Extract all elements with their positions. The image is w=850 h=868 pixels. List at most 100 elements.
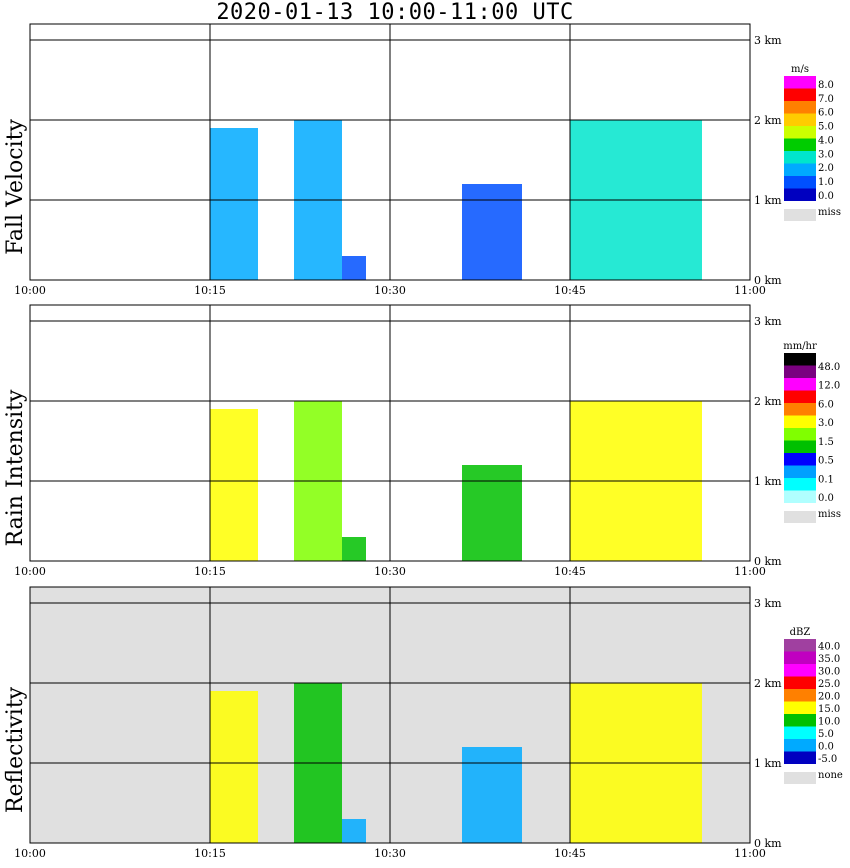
panel-1: 10:00 10:15 10:30 10:45 11:000 km 1 km 2 km 3 k… xyxy=(3,304,841,578)
colorbar-missing-swatch xyxy=(784,511,816,523)
time-tick-label: 10:45 xyxy=(554,284,586,297)
colorbar-label-7: 1.0 xyxy=(818,177,834,188)
colorbar-label-4: 4.0 xyxy=(818,135,834,146)
time-tick-label: 11:00 xyxy=(734,565,766,578)
data-cell-3 xyxy=(462,747,522,843)
colorbar-swatch-11 xyxy=(784,490,816,503)
y-axis-label: Fall Velocity xyxy=(3,119,28,255)
colorbar-label-0: 8.0 xyxy=(818,80,834,91)
colorbar-missing-label: miss xyxy=(818,207,841,218)
colorbar-label-3: 25.0 xyxy=(818,679,840,690)
height-tick-label: 1 km xyxy=(754,757,782,770)
colorbar-unit: mm/hr xyxy=(783,341,817,352)
y-axis-label: Reflectivity xyxy=(3,686,28,813)
data-cell-0 xyxy=(210,128,258,280)
colorbar-label-4: 20.0 xyxy=(818,692,840,703)
panel-frame xyxy=(29,304,751,562)
height-tick-label: 2 km xyxy=(754,677,782,690)
panel-frame xyxy=(29,23,751,281)
colorbar-swatch-7 xyxy=(784,163,816,176)
colorbar-label-1: 12.0 xyxy=(818,381,840,392)
data-cell-3 xyxy=(462,184,522,280)
colorbar-unit: m/s xyxy=(791,64,809,75)
height-tick-label: 3 km xyxy=(754,315,782,328)
height-tick-label: 3 km xyxy=(754,597,782,610)
height-tick-label: 1 km xyxy=(754,475,782,488)
data-cell-3 xyxy=(462,465,522,561)
colorbar-swatch-2 xyxy=(784,101,816,114)
colorbar-swatch-1 xyxy=(784,88,816,101)
colorbar-swatch-6 xyxy=(784,714,816,727)
colorbar-swatch-10 xyxy=(784,478,816,491)
height-tick-label: 0 km xyxy=(754,274,782,287)
time-tick-label: 10:30 xyxy=(374,284,406,297)
chart-title: 2020-01-13 10:00-11:00 UTC xyxy=(216,0,574,25)
panel-0: 10:00 10:15 10:30 10:45 11:000 km 1 km 2 km 3 k… xyxy=(3,23,841,297)
colorbar-swatch-4 xyxy=(784,403,816,416)
y-axis-label: Rain Intensity xyxy=(3,389,28,546)
colorbar-swatch-9 xyxy=(784,188,816,201)
colorbar-label-3: 3.0 xyxy=(818,418,834,429)
colorbar-swatch-8 xyxy=(784,453,816,466)
colorbar-swatch-4 xyxy=(784,689,816,702)
colorbar-swatch-9 xyxy=(784,751,816,764)
time-tick-label: 10:00 xyxy=(14,847,46,860)
time-tick-label: 10:30 xyxy=(374,847,406,860)
colorbar-label-2: 6.0 xyxy=(818,108,834,119)
data-cell-2 xyxy=(342,537,366,561)
colorbar-swatch-0 xyxy=(784,353,816,366)
colorbar-swatch-3 xyxy=(784,676,816,689)
colorbar-swatch-3 xyxy=(784,113,816,126)
colorbar-label-8: 0.0 xyxy=(818,191,834,202)
colorbar-swatch-5 xyxy=(784,701,816,714)
time-tick-label: 10:00 xyxy=(14,284,46,297)
height-tick-label: 0 km xyxy=(754,555,782,568)
colorbar-missing-label: miss xyxy=(818,509,841,520)
colorbar-swatch-0 xyxy=(784,639,816,652)
colorbar-swatch-7 xyxy=(784,440,816,453)
colorbar-swatch-4 xyxy=(784,126,816,139)
colorbar-swatch-2 xyxy=(784,664,816,677)
panel-frame xyxy=(29,586,751,844)
colorbar-label-4: 1.5 xyxy=(818,437,834,448)
colorbar-unit: dBZ xyxy=(790,627,811,638)
colorbar-swatch-6 xyxy=(784,428,816,441)
colorbar-swatch-2 xyxy=(784,378,816,391)
time-tick-label: 10:15 xyxy=(194,284,226,297)
colorbar-swatch-6 xyxy=(784,151,816,164)
colorbar-label-6: 0.1 xyxy=(818,474,834,485)
data-cell-0 xyxy=(210,409,258,561)
time-tick-label: 11:00 xyxy=(734,284,766,297)
time-tick-label: 10:45 xyxy=(554,847,586,860)
data-cell-2 xyxy=(342,819,366,843)
colorbar-label-9: -5.0 xyxy=(818,754,837,765)
colorbar-swatch-7 xyxy=(784,726,816,739)
colorbar-swatch-3 xyxy=(784,390,816,403)
colorbar-label-0: 40.0 xyxy=(818,642,840,653)
colorbar-label-5: 15.0 xyxy=(818,704,840,715)
height-tick-label: 2 km xyxy=(754,395,782,408)
colorbar-missing-label: none xyxy=(818,770,843,781)
time-tick-label: 10:00 xyxy=(14,565,46,578)
colorbar-swatch-5 xyxy=(784,415,816,428)
colorbar-label-5: 0.5 xyxy=(818,456,834,467)
colorbar-swatch-0 xyxy=(784,76,816,89)
colorbar-missing-swatch xyxy=(784,209,816,221)
colorbar-label-7: 5.0 xyxy=(818,729,834,740)
time-tick-label: 10:15 xyxy=(194,565,226,578)
height-tick-label: 1 km xyxy=(754,194,782,207)
height-tick-label: 2 km xyxy=(754,114,782,127)
colorbar-swatch-1 xyxy=(784,365,816,378)
height-tick-label: 3 km xyxy=(754,34,782,47)
time-tick-label: 10:45 xyxy=(554,565,586,578)
data-cell-2 xyxy=(342,256,366,280)
colorbar-label-6: 10.0 xyxy=(818,717,840,728)
colorbar-swatch-9 xyxy=(784,465,816,478)
data-cell-0 xyxy=(210,691,258,843)
panel-2: 10:00 10:15 10:30 10:45 11:000 km 1 km 2 km 3 k… xyxy=(3,586,843,860)
colorbar-label-8: 0.0 xyxy=(818,742,834,753)
colorbar-swatch-8 xyxy=(784,176,816,189)
colorbar-label-6: 2.0 xyxy=(818,163,834,174)
colorbar-swatch-1 xyxy=(784,651,816,664)
